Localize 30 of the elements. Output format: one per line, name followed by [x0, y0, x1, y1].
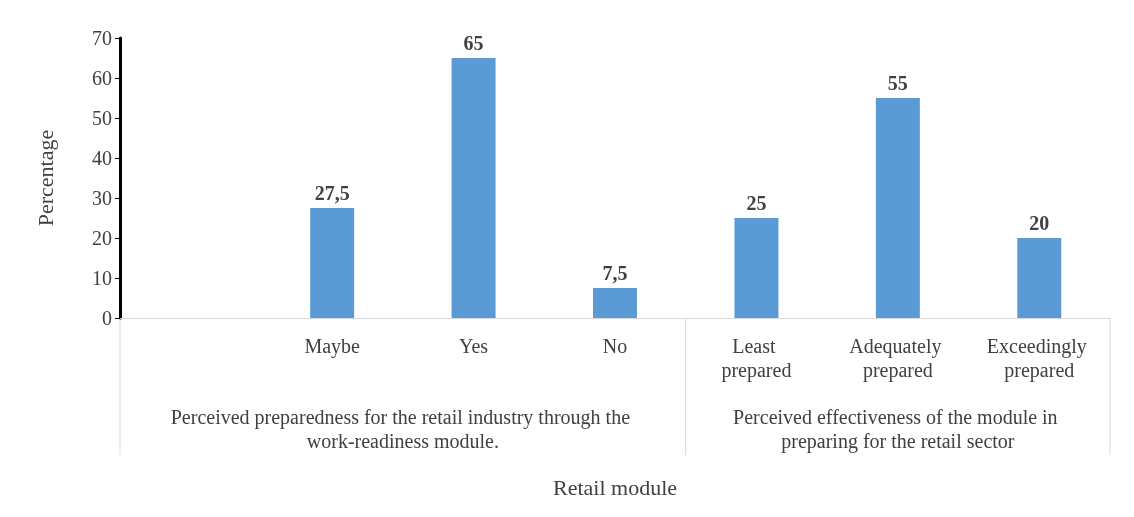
- bar: [593, 288, 637, 318]
- y-tick-label: 10: [92, 267, 112, 289]
- x-tick-label: Yes: [459, 335, 489, 357]
- data-label: 25: [746, 192, 767, 214]
- y-tick-label: 0: [102, 307, 112, 329]
- text: Perceived preparedness for the retail industry through the work-readiness module.: [170, 406, 636, 452]
- y-tick-label: 40: [92, 147, 112, 169]
- text: Perceived effectiveness of the module in preparing for the retail sector: [733, 406, 1063, 453]
- bar: [1017, 238, 1062, 318]
- bar: [310, 208, 355, 318]
- data-label: 27,5: [314, 182, 350, 204]
- bar: [875, 98, 920, 318]
- x-tick-label: Maybe: [304, 335, 361, 358]
- data-label: 55: [887, 72, 908, 94]
- data-label: 65: [463, 32, 484, 54]
- y-tick-label: 20: [92, 227, 112, 249]
- bar: [451, 58, 496, 318]
- y-tick-label: 50: [92, 107, 112, 129]
- x-tick-label: Adequately prepared: [849, 335, 947, 382]
- x-tick-label: Least prepared: [721, 335, 792, 382]
- data-label: 20: [1029, 212, 1050, 234]
- data-label: 7,5: [602, 262, 628, 284]
- x-tick-label: No: [602, 335, 628, 357]
- x-axis-title: Retail module: [552, 474, 678, 500]
- bar: [734, 218, 779, 318]
- y-tick-label: 30: [92, 187, 112, 209]
- y-tick-label: 70: [92, 27, 112, 49]
- y-axis-title: Percentage: [32, 129, 58, 227]
- x-tick-label: Exceedingly prepared: [986, 335, 1092, 382]
- y-tick-label: 60: [92, 67, 112, 89]
